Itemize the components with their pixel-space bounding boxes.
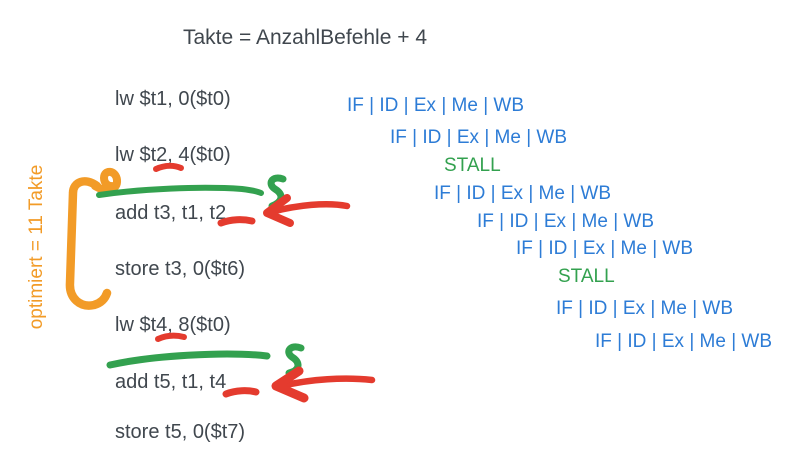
red-arrow-add-t3 <box>263 194 351 227</box>
green-underline-add-t3 <box>96 184 264 198</box>
optimized-takte-label: optimiert = 11 Takte <box>26 164 47 330</box>
pipeline-stall-2: STALL <box>558 266 615 287</box>
pipeline-stall-1: STALL <box>444 155 501 176</box>
pipeline-row-5: IF | ID | Ex | Me | WB <box>516 238 694 259</box>
pipeline-row-4: IF | ID | Ex | Me | WB <box>477 211 655 232</box>
green-squiggle-add-t5 <box>285 343 305 377</box>
pipeline-row-7: IF | ID | Ex | Me | WB <box>595 331 773 352</box>
orange-bracket <box>65 167 121 310</box>
instruction-lw-t1: lw $t1, 0($t0) <box>115 88 231 110</box>
instruction-lw-t4: lw $t4, 8($t0) <box>115 314 231 336</box>
instruction-store-t5: store t5, 0($t7) <box>115 421 246 443</box>
formula-title: Takte = AnzahlBefehle + 4 <box>183 26 428 49</box>
instruction-store-t3: store t3, 0($t6) <box>115 258 246 280</box>
instruction-add-t5: add t5, t1, t4 <box>115 371 227 393</box>
pipeline-row-6: IF | ID | Ex | Me | WB <box>556 298 734 319</box>
green-underline-add-t5 <box>106 350 271 369</box>
red-arrow-add-t5 <box>271 366 376 403</box>
instruction-lw-t2: lw $t2, 4($t0) <box>115 144 231 166</box>
green-squiggle-add-t3 <box>267 174 287 210</box>
instruction-add-t3: add t3, t1, t2 <box>115 202 227 224</box>
red-underline-add-t5-t4 <box>222 387 260 398</box>
pipeline-row-2: IF | ID | Ex | Me | WB <box>390 127 568 148</box>
pipeline-row-1: IF | ID | Ex | Me | WB <box>347 95 525 116</box>
pipeline-row-3: IF | ID | Ex | Me | WB <box>434 183 612 204</box>
